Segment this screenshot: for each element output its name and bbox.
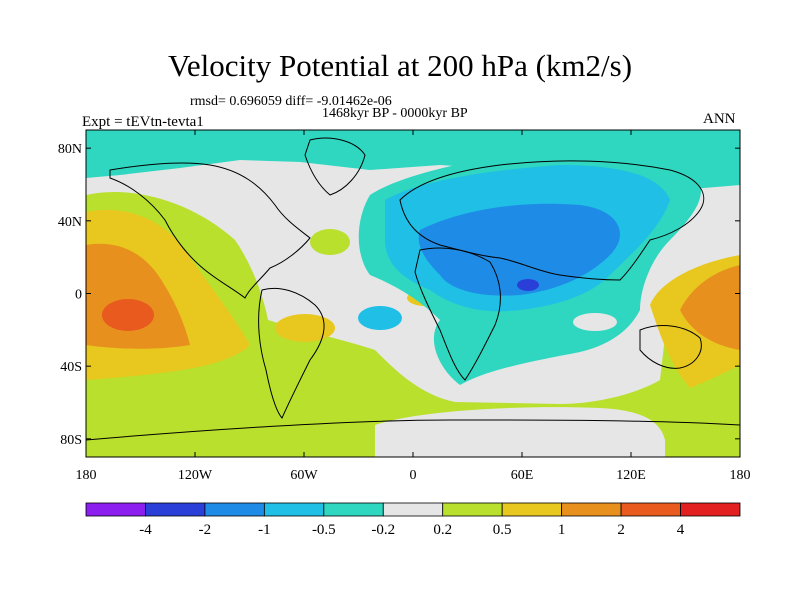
colorbar-swatch [442, 502, 503, 517]
band-negative-blue [418, 203, 620, 296]
colorbar-swatch [85, 502, 146, 517]
colorbar-swatch [263, 502, 325, 517]
colorbar-label: -4 [139, 522, 152, 538]
band-negative-core [517, 279, 539, 291]
experiment-label: Expt = tEVtn-tevta1 [82, 114, 204, 130]
season-label: ANN [703, 111, 736, 127]
patch-atlantic-green [310, 229, 350, 255]
coast-south-america [258, 287, 325, 419]
band-positive-green [86, 192, 740, 457]
colorbar-swatch [323, 502, 384, 517]
colorbar-swatch [145, 502, 206, 517]
colorbar-swatch [620, 502, 681, 517]
lon-tick-label: 0 [410, 468, 417, 483]
colorbar-swatch [204, 502, 265, 517]
lon-tick-label: 60W [290, 468, 318, 483]
coast-africa [414, 247, 501, 381]
colorbar-label: 0.5 [493, 522, 512, 538]
band-wpac-dark-orange [680, 265, 740, 350]
lon-tick-label: 120E [616, 468, 646, 483]
period-text: 1468kyr BP - 0000kyr BP [322, 106, 468, 121]
lat-tick-label: 40N [58, 215, 82, 230]
lat-tick-label: 80S [60, 433, 82, 448]
latitude-axis: 80N 40N 0 40S 80S [58, 142, 740, 448]
patch-indian-near-zero [573, 313, 617, 331]
coast-north-america [109, 162, 311, 299]
colorbar: -4 -2 -1 -0.5 -0.2 0.2 0.5 1 2 4 [85, 502, 741, 538]
coast-antarctica [86, 419, 740, 441]
patch-atlantic-lightblue [358, 306, 402, 330]
coast-greenland [304, 137, 366, 196]
lon-tick-label: 180 [730, 468, 751, 483]
colorbar-swatch [501, 502, 563, 517]
band-pacific-red [102, 299, 154, 331]
figure-title: Velocity Potential at 200 hPa (km2/s) [167, 48, 633, 83]
contour-field [86, 130, 740, 457]
colorbar-swatch [561, 502, 622, 517]
colorbar-label: 1 [558, 522, 566, 538]
colorbar-label: 2 [617, 522, 625, 538]
lat-tick-label: 0 [75, 288, 82, 303]
lat-tick-label: 40S [60, 360, 82, 375]
colorbar-label: 4 [677, 522, 685, 538]
coast-eurasia [399, 160, 705, 281]
coast-australia [639, 325, 702, 369]
coastlines [86, 137, 740, 441]
colorbar-swatch [680, 502, 741, 517]
colorbar-label: -0.2 [371, 522, 395, 538]
lat-tick-label: 80N [58, 142, 82, 157]
colorbar-label: 0.2 [433, 522, 452, 538]
lon-tick-label: 180 [76, 468, 97, 483]
colorbar-label: -2 [199, 522, 212, 538]
colorbar-label: -0.5 [312, 522, 336, 538]
longitude-axis: 180 120W 60W 0 60E 120E 180 [76, 130, 751, 483]
stats-text: rmsd= 0.696059 diff= -9.01462e-06 [190, 94, 392, 109]
colorbar-label: -1 [258, 522, 271, 538]
colorbar-swatch [382, 502, 444, 517]
patch-samerica-orange [275, 314, 335, 342]
lon-tick-label: 120W [178, 468, 213, 483]
lon-tick-label: 60E [511, 468, 534, 483]
